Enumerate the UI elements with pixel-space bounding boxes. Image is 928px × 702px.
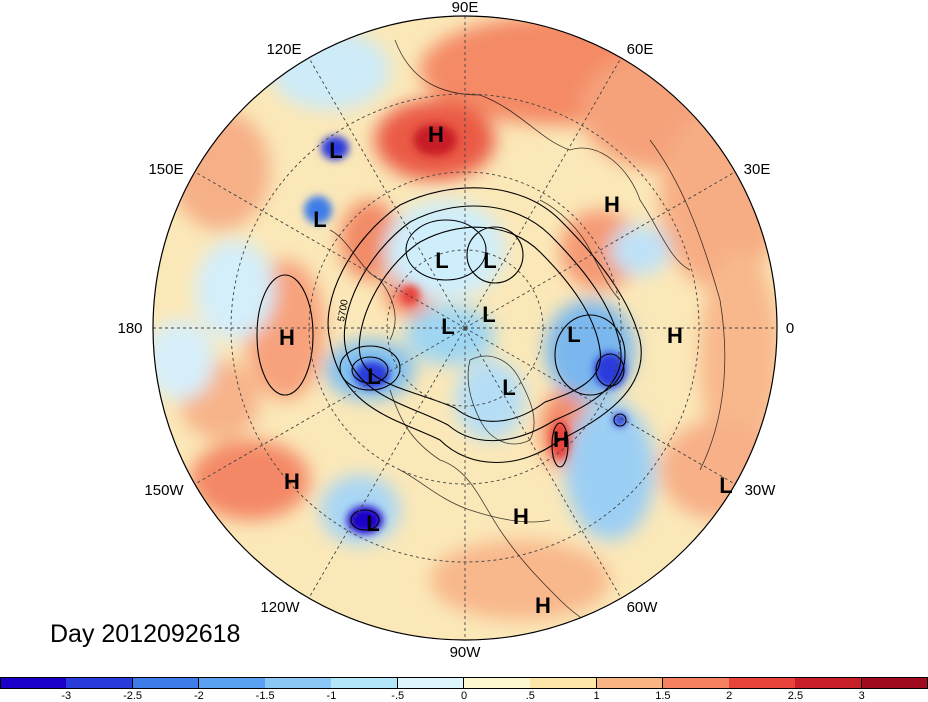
- polar-map: 90E 60E 30E 0 30W 60W 90W 120W 150W 180 …: [117, 0, 794, 661]
- lon-label-120w: 120W: [260, 599, 300, 616]
- lon-label-0: 0: [786, 320, 794, 337]
- lon-label-150e: 150E: [148, 161, 183, 178]
- colorbar-swatch: [66, 677, 134, 689]
- pressure-center-low: L: [435, 248, 448, 273]
- colorbar-swatch: [861, 677, 928, 689]
- lon-label-90e: 90E: [452, 0, 479, 16]
- lon-label-90w: 90W: [450, 644, 482, 661]
- graticule: [153, 16, 777, 640]
- date-title: Day 2012092618: [50, 620, 241, 648]
- anomaly-field: [153, 16, 777, 640]
- colorbar-swatch: [132, 677, 200, 689]
- colorbar-swatch: [331, 677, 399, 689]
- colorbar-tick-label: -3: [61, 690, 72, 702]
- colorbar-swatch: [662, 677, 730, 689]
- pressure-center-low: L: [502, 375, 515, 400]
- colorbar-swatch: [198, 677, 266, 689]
- colorbar-swatch: [530, 677, 598, 689]
- colorbar-tick-label: 3: [858, 690, 865, 702]
- longitude-labels: 90E 60E 30E 0 30W 60W 90W 120W 150W 180 …: [117, 0, 794, 661]
- pressure-center-low: L: [441, 314, 454, 339]
- colorbar-tick-label: -1: [326, 690, 337, 702]
- pressure-center-low: L: [567, 322, 580, 347]
- pressure-center-low: L: [483, 248, 496, 273]
- pressure-center-low: L: [313, 207, 326, 232]
- pressure-centers: H L L H L L H L L L H L L H H L H L H: [279, 122, 733, 618]
- lon-label-180: 180: [117, 320, 142, 337]
- colorbar-tick-label: .5: [525, 690, 535, 702]
- pressure-center-low: L: [367, 364, 380, 389]
- colorbar-tick-label: 0: [460, 690, 468, 702]
- lon-label-30e: 30E: [744, 161, 771, 178]
- pressure-center-low: L: [366, 511, 379, 536]
- colorbar-tick-label: 2: [726, 690, 733, 702]
- contour-label: 5700: [336, 298, 351, 322]
- colorbar-swatch: [729, 677, 796, 689]
- pressure-center-low: L: [482, 302, 495, 327]
- pressure-center-high: H: [535, 593, 551, 618]
- colorbar-tick-label: 1: [593, 690, 600, 702]
- colorbar-swatch: [397, 677, 465, 689]
- lon-label-120e: 120E: [266, 41, 301, 58]
- lon-label-30w: 30W: [745, 482, 777, 499]
- colorbar-tick-label: -1.5: [255, 690, 275, 702]
- lon-label-60e: 60E: [627, 41, 654, 58]
- colorbar-swatch: [795, 677, 863, 689]
- colorbar-tick-label: -2.5: [123, 690, 143, 702]
- map-boundary: [152, 15, 778, 641]
- colorbar-tick-label: -.5: [391, 690, 405, 702]
- colorbar-swatch: [464, 677, 531, 689]
- coastlines: [329, 39, 726, 640]
- pressure-center-low: L: [329, 138, 342, 163]
- colorbar-swatch: [265, 677, 332, 689]
- lon-label-150w: 150W: [144, 482, 184, 499]
- colorbar: -3 -2.5 -2 -1.5 -1 -.5 0 .5 1 1.5 2 2.5 3: [0, 674, 928, 702]
- pressure-center-high: H: [279, 325, 295, 350]
- lon-label-60w: 60W: [627, 599, 659, 616]
- colorbar-tick-label: -2: [193, 690, 204, 702]
- height-contours: [256, 187, 642, 531]
- pressure-center-high: H: [428, 122, 444, 147]
- pressure-center-high: H: [553, 427, 569, 452]
- colorbar-swatch: [0, 677, 67, 689]
- pressure-center-high: H: [513, 504, 529, 529]
- pressure-center-high: H: [667, 323, 683, 348]
- pressure-center-low: L: [719, 473, 732, 498]
- pressure-center-high: H: [284, 469, 300, 494]
- colorbar-tick-label: 2.5: [787, 690, 804, 702]
- colorbar-swatch: [596, 677, 664, 689]
- pressure-center-high: H: [604, 192, 620, 217]
- colorbar-tick-label: 1.5: [655, 690, 671, 702]
